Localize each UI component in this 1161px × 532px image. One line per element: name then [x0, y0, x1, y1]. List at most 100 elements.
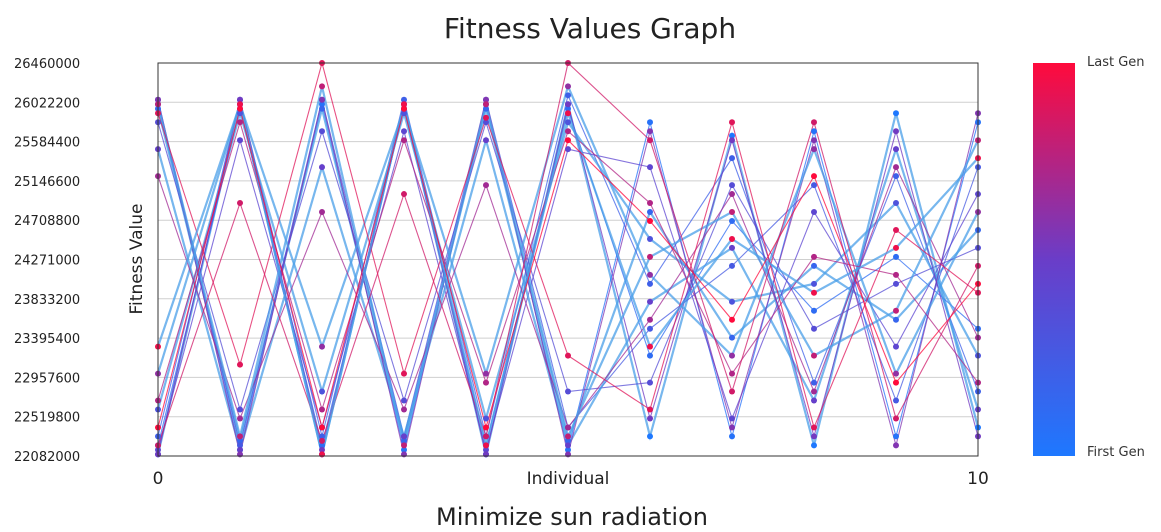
data-point: [893, 280, 899, 287]
y-tick-label: 23833200: [14, 293, 80, 308]
series-line: [157, 165, 979, 429]
data-point: [811, 397, 817, 404]
data-point: [565, 119, 571, 126]
data-point: [893, 442, 899, 449]
data-point: [319, 388, 325, 395]
data-point: [893, 200, 899, 207]
data-point: [647, 164, 653, 171]
data-point: [565, 352, 571, 359]
data-point: [483, 182, 489, 189]
data-point: [565, 146, 571, 153]
data-point: [319, 101, 325, 108]
data-point: [565, 110, 571, 117]
data-point: [811, 289, 817, 296]
data-point: [483, 446, 489, 453]
series-line: [157, 129, 979, 453]
x-axis-label: Minimize sun radiation: [436, 503, 708, 531]
data-point: [319, 406, 325, 413]
data-point: [893, 146, 899, 153]
data-point: [729, 191, 735, 198]
data-point: [647, 200, 653, 207]
data-point: [565, 137, 571, 144]
data-point: [401, 96, 407, 103]
data-point: [483, 101, 489, 108]
data-point: [401, 137, 407, 144]
data-point: [729, 155, 735, 162]
data-point: [729, 217, 735, 224]
x-tick-label: Individual: [527, 469, 610, 489]
data-point: [811, 119, 817, 126]
data-point: [811, 182, 817, 189]
y-tick-label: 25146600: [14, 175, 80, 190]
series-line: [157, 108, 979, 430]
data-point: [647, 325, 653, 332]
data-point: [647, 352, 653, 359]
data-point: [319, 209, 325, 216]
data-point: [565, 101, 571, 108]
data-point: [647, 298, 653, 305]
data-point: [647, 137, 653, 144]
data-point: [319, 105, 325, 112]
y-tick-label: 26022200: [14, 96, 80, 111]
data-point: [237, 415, 243, 422]
data-point: [401, 406, 407, 413]
data-point: [319, 128, 325, 135]
data-point: [729, 352, 735, 359]
data-point: [811, 379, 817, 386]
data-point: [647, 119, 653, 126]
chart-title: Fitness Values Graph: [444, 12, 736, 45]
data-point: [565, 105, 571, 112]
data-point: [401, 101, 407, 108]
data-point: [319, 164, 325, 171]
data-point: [565, 388, 571, 395]
data-point: [893, 244, 899, 251]
data-point: [237, 101, 243, 108]
data-point: [483, 379, 489, 386]
data-point: [811, 442, 817, 449]
data-point: [893, 110, 899, 117]
data-point: [729, 137, 735, 144]
y-axis-ticks: 26460000 26022200 25584400 25146600 24708800…: [14, 57, 80, 465]
data-point: [483, 433, 489, 440]
data-point: [647, 235, 653, 242]
y-tick-label: 26460000: [14, 57, 80, 72]
data-point: [565, 92, 571, 99]
data-point: [811, 307, 817, 314]
data-point: [401, 128, 407, 135]
data-point: [237, 433, 243, 440]
x-axis-ticks: 0 Individual 10: [153, 469, 989, 489]
legend-bottom-label: First Gen: [1087, 445, 1145, 460]
data-point: [811, 352, 817, 359]
data-point: [565, 83, 571, 90]
data-point: [811, 137, 817, 144]
data-point: [893, 415, 899, 422]
data-point: [893, 316, 899, 323]
data-point: [401, 105, 407, 112]
data-point: [893, 379, 899, 386]
data-point: [319, 442, 325, 449]
data-point: [237, 442, 243, 449]
x-tick-label: 0: [153, 469, 164, 489]
colorbar: [1033, 63, 1075, 456]
data-point: [729, 316, 735, 323]
data-point: [237, 200, 243, 207]
data-point: [647, 271, 653, 278]
data-point: [647, 280, 653, 287]
data-point: [565, 128, 571, 135]
data-point: [729, 132, 735, 139]
data-point: [483, 415, 489, 422]
data-point: [893, 164, 899, 171]
y-axis-label: Fitness Value: [127, 204, 147, 315]
data-point: [319, 433, 325, 440]
colorbar-legend: Last Gen First Gen: [1033, 55, 1145, 460]
data-point: [893, 343, 899, 350]
data-point: [893, 128, 899, 135]
data-point: [319, 437, 325, 444]
data-point: [401, 437, 407, 444]
data-point: [729, 370, 735, 377]
data-point: [401, 446, 407, 453]
data-point: [893, 253, 899, 260]
y-tick-label: 22957600: [14, 371, 80, 386]
data-point: [483, 96, 489, 103]
data-point: [811, 424, 817, 431]
